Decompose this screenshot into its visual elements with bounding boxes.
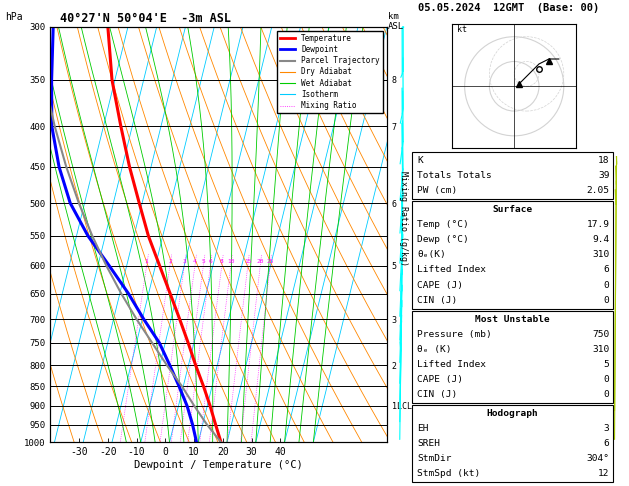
Text: 8: 8 bbox=[220, 259, 224, 264]
Text: 1: 1 bbox=[145, 259, 148, 264]
Text: 310: 310 bbox=[593, 250, 610, 260]
Text: 304°: 304° bbox=[586, 454, 610, 463]
Text: Pressure (mb): Pressure (mb) bbox=[417, 330, 492, 339]
Text: 25: 25 bbox=[266, 259, 274, 264]
Text: K: K bbox=[417, 156, 423, 165]
Text: 5: 5 bbox=[201, 259, 205, 264]
Text: Dewp (°C): Dewp (°C) bbox=[417, 235, 469, 244]
Text: StmDir: StmDir bbox=[417, 454, 452, 463]
Text: Lifted Index: Lifted Index bbox=[417, 265, 486, 275]
Text: 2.05: 2.05 bbox=[586, 186, 610, 195]
Text: CIN (J): CIN (J) bbox=[417, 295, 457, 305]
Text: 0: 0 bbox=[604, 280, 610, 290]
Text: Mixing Ratio (g/kg): Mixing Ratio (g/kg) bbox=[399, 171, 408, 266]
Text: StmSpd (kt): StmSpd (kt) bbox=[417, 469, 481, 478]
Text: Temp (°C): Temp (°C) bbox=[417, 220, 469, 229]
Text: hPa: hPa bbox=[5, 12, 23, 22]
Text: 05.05.2024  12GMT  (Base: 00): 05.05.2024 12GMT (Base: 00) bbox=[418, 3, 599, 14]
Text: EH: EH bbox=[417, 424, 428, 433]
Text: 3: 3 bbox=[604, 424, 610, 433]
Text: Surface: Surface bbox=[493, 205, 533, 214]
Text: CAPE (J): CAPE (J) bbox=[417, 375, 463, 384]
Text: CIN (J): CIN (J) bbox=[417, 390, 457, 399]
Text: 310: 310 bbox=[593, 345, 610, 354]
Text: θₑ (K): θₑ (K) bbox=[417, 345, 452, 354]
Text: Hodograph: Hodograph bbox=[487, 409, 538, 418]
Text: 5: 5 bbox=[604, 360, 610, 369]
Text: 10: 10 bbox=[227, 259, 235, 264]
Text: ASL: ASL bbox=[388, 22, 404, 31]
Text: 6: 6 bbox=[604, 265, 610, 275]
Text: PW (cm): PW (cm) bbox=[417, 186, 457, 195]
Text: 18: 18 bbox=[598, 156, 610, 165]
Text: Most Unstable: Most Unstable bbox=[476, 314, 550, 324]
Text: θₑ(K): θₑ(K) bbox=[417, 250, 446, 260]
X-axis label: Dewpoint / Temperature (°C): Dewpoint / Temperature (°C) bbox=[134, 460, 303, 470]
Text: Totals Totals: Totals Totals bbox=[417, 171, 492, 180]
Text: 39: 39 bbox=[598, 171, 610, 180]
Text: 750: 750 bbox=[593, 330, 610, 339]
Text: Lifted Index: Lifted Index bbox=[417, 360, 486, 369]
Text: 40°27'N 50°04'E  -3m ASL: 40°27'N 50°04'E -3m ASL bbox=[60, 12, 231, 25]
Text: 0: 0 bbox=[604, 390, 610, 399]
Text: 2: 2 bbox=[168, 259, 172, 264]
Text: 6: 6 bbox=[604, 439, 610, 448]
Text: © weatheronline.co.uk: © weatheronline.co.uk bbox=[460, 472, 565, 481]
Text: 6: 6 bbox=[208, 259, 212, 264]
Text: 12: 12 bbox=[598, 469, 610, 478]
Text: 4: 4 bbox=[193, 259, 197, 264]
Text: 20: 20 bbox=[257, 259, 264, 264]
Text: 15: 15 bbox=[244, 259, 252, 264]
Text: 17.9: 17.9 bbox=[586, 220, 610, 229]
Text: km: km bbox=[388, 12, 399, 21]
Legend: Temperature, Dewpoint, Parcel Trajectory, Dry Adiabat, Wet Adiabat, Isotherm, Mi: Temperature, Dewpoint, Parcel Trajectory… bbox=[277, 31, 383, 113]
Text: SREH: SREH bbox=[417, 439, 440, 448]
Text: kt: kt bbox=[457, 25, 467, 34]
Text: CAPE (J): CAPE (J) bbox=[417, 280, 463, 290]
Text: 0: 0 bbox=[604, 375, 610, 384]
Text: 9.4: 9.4 bbox=[593, 235, 610, 244]
Text: 3: 3 bbox=[182, 259, 186, 264]
Text: 0: 0 bbox=[604, 295, 610, 305]
